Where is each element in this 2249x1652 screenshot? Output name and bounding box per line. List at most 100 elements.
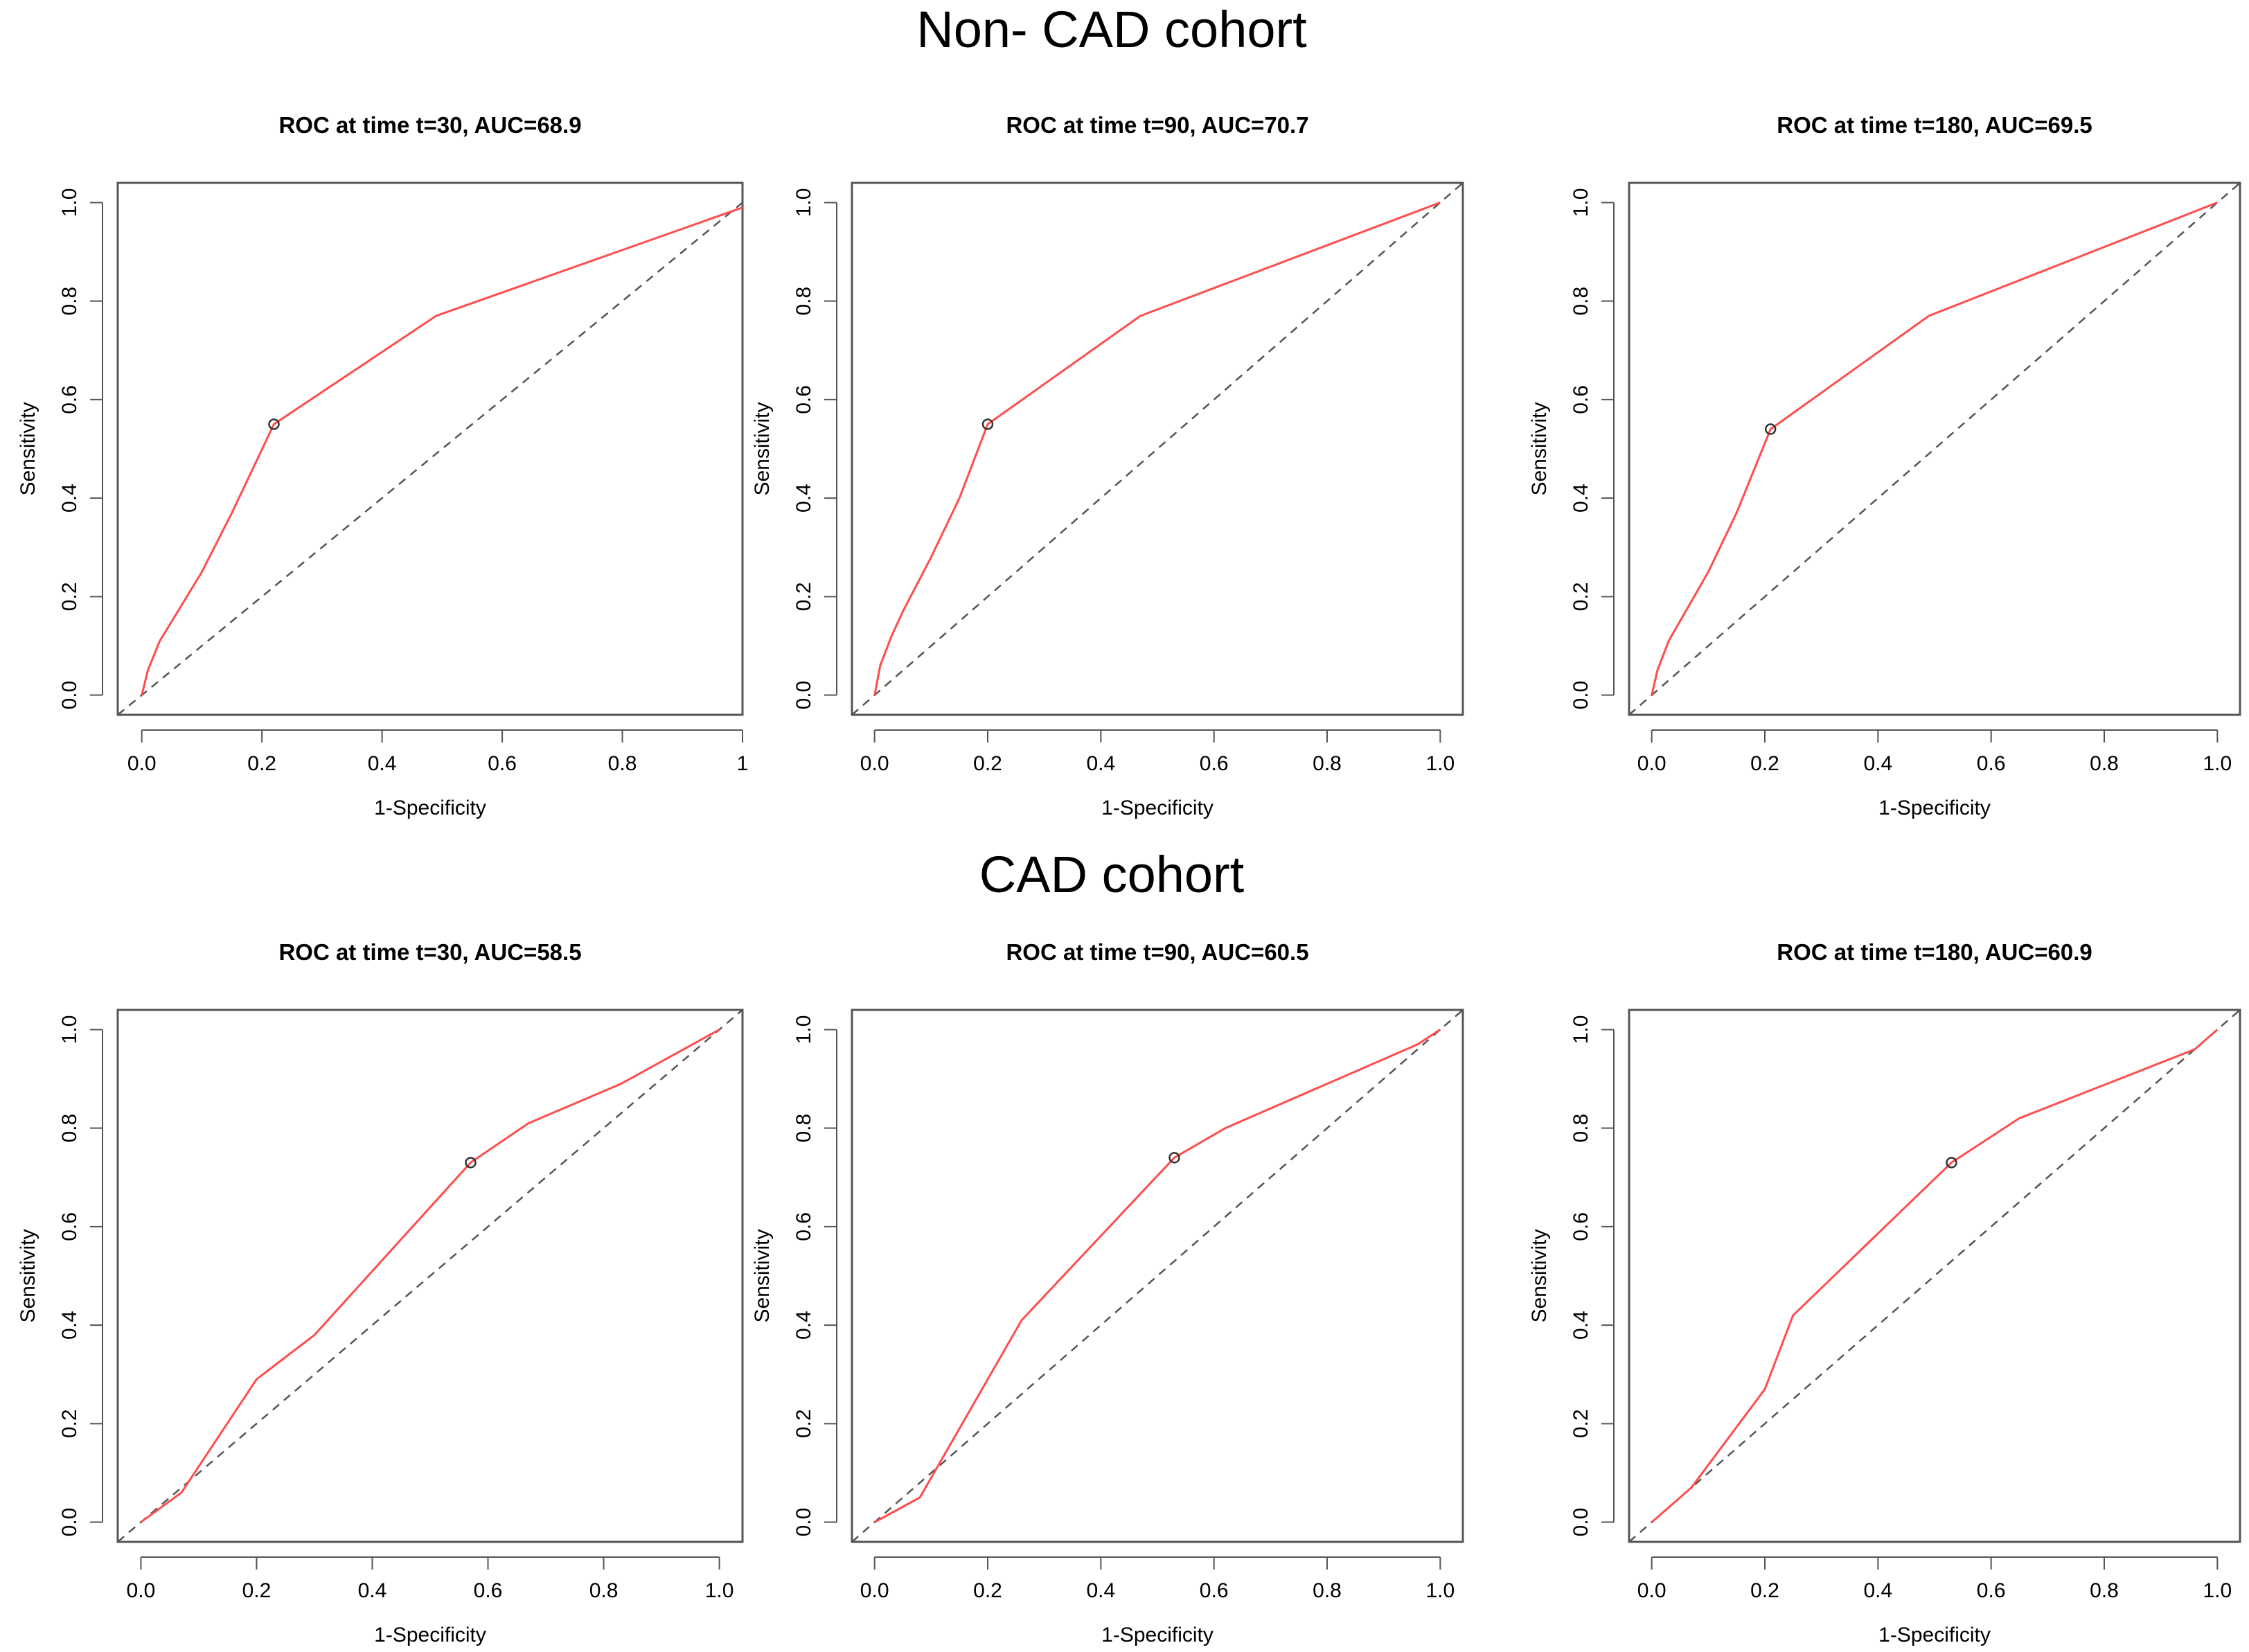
chart-3-x-tick-label-5: 1.0 [705, 1579, 734, 1602]
chart-1-y-tick-label-3: 0.6 [792, 385, 815, 414]
chart-3-roc-curve-0 [140, 1029, 720, 1523]
chart-5-reference-diagonal [1629, 1010, 2240, 1542]
chart-2-roc-curve-0 [1651, 202, 2218, 695]
chart-1-x-tick-label-0: 0.0 [860, 752, 889, 775]
chart-5-y-tick-label-5: 1.0 [1570, 1015, 1592, 1045]
chart-4-x-label: 1-Specificity [1101, 1624, 1214, 1646]
chart-4-y-tick-label-2: 0.4 [792, 1311, 815, 1340]
chart-1-title: ROC at time t=90, AUC=70.7 [1006, 112, 1308, 138]
chart-4-plot-frame [851, 1009, 1464, 1543]
chart-1-x-label: 1-Specificity [1101, 797, 1214, 819]
chart-0-y-tick-label-1: 0.2 [58, 582, 81, 611]
chart-4-x-tick-label-3: 0.6 [1200, 1579, 1229, 1602]
chart-0-x-tick-label-4: 0.8 [608, 752, 637, 775]
chart-5-cutoff-marker [1946, 1157, 1957, 1169]
chart-5-x-tick-label-4: 0.8 [2090, 1579, 2119, 1602]
chart-3-panel: ROC at time t=30, AUC=58.5 0.0 0.2 0.4 0.6 0.… [17, 939, 744, 1646]
chart-0-reference-diagonal [118, 202, 743, 715]
chart-1-y-tick-label-2: 0.4 [792, 483, 815, 513]
chart-5-x-tick-label-5: 1.0 [2203, 1579, 2232, 1602]
chart-5-roc-curve-0 [1651, 1029, 2219, 1523]
roc-panels: ROC at time t=30, AUC=68.9 0.0 0.2 0.4 0.6 0.… [17, 112, 2241, 1646]
chart-4-y-tick-label-5: 1.0 [792, 1015, 815, 1045]
chart-2-y-tick-label-5: 1.0 [1570, 188, 1592, 217]
chart-5-x-label: 1-Specificity [1878, 1624, 1991, 1646]
chart-3-x-tick-label-4: 0.8 [589, 1579, 619, 1602]
chart-4-x-tick-label-0: 0.0 [860, 1579, 889, 1602]
chart-0-roc-curve-0 [141, 206, 743, 695]
chart-4-title: ROC at time t=90, AUC=60.5 [1006, 939, 1308, 965]
chart-5-x-tick-label-3: 0.6 [1977, 1579, 2006, 1602]
chart-2-x-tick-label-0: 0.0 [1637, 752, 1666, 775]
chart-0-cutoff-marker [268, 418, 280, 430]
row-title-cad: CAD cohort [979, 846, 1245, 903]
chart-1-x-tick-label-1: 0.2 [973, 752, 1002, 775]
chart-1-cutoff-marker [981, 418, 994, 430]
chart-0-x-label: 1-Specificity [374, 797, 486, 819]
chart-3-y-tick-label-2: 0.4 [58, 1311, 81, 1340]
chart-1-roc-curve-0 [873, 201, 1441, 695]
chart-0-panel: ROC at time t=30, AUC=68.9 0.0 0.2 0.4 0.6 0.… [17, 112, 748, 819]
chart-5-y-tick-label-3: 0.6 [1570, 1212, 1592, 1241]
chart-1-x-tick-label-4: 0.8 [1313, 752, 1342, 775]
chart-0-y-tick-label-0: 0.0 [58, 681, 81, 710]
chart-2-cutoff-marker [1764, 423, 1777, 435]
chart-4-panel: ROC at time t=90, AUC=60.5 0.0 0.2 0.4 0.6 0.… [751, 939, 1464, 1646]
chart-1-y-label: Sensitivity [751, 402, 774, 495]
chart-5-title: ROC at time t=180, AUC=60.9 [1777, 939, 2092, 965]
chart-0-x-tick-label-2: 0.4 [368, 752, 397, 775]
chart-1-reference-diagonal [852, 183, 1463, 715]
chart-0-x-tick-label-5: 1 [737, 752, 749, 775]
chart-3-y-tick-label-5: 1.0 [58, 1015, 81, 1045]
chart-1-y-tick-label-1: 0.2 [792, 582, 815, 611]
chart-3-plot-frame [116, 1009, 744, 1543]
chart-5-y-tick-label-4: 0.8 [1570, 1114, 1592, 1143]
chart-3-x-tick-label-0: 0.0 [127, 1579, 156, 1602]
chart-0-y-tick-label-4: 0.8 [58, 287, 81, 316]
chart-4-x-tick-label-5: 1.0 [1425, 1579, 1455, 1602]
chart-5-x-tick-label-2: 0.4 [1863, 1579, 1892, 1602]
chart-3-x-tick-label-2: 0.4 [358, 1579, 387, 1602]
chart-3-title: ROC at time t=30, AUC=58.5 [278, 939, 581, 965]
chart-2-y-tick-label-3: 0.6 [1570, 385, 1592, 414]
chart-2-y-tick-label-1: 0.2 [1570, 582, 1592, 611]
chart-2-reference-diagonal [1629, 183, 2240, 715]
chart-2-x-tick-label-3: 0.6 [1977, 752, 2006, 775]
chart-0-y-tick-label-2: 0.4 [58, 483, 81, 513]
chart-3-y-tick-label-0: 0.0 [58, 1508, 81, 1537]
chart-5-x-tick-label-1: 0.2 [1750, 1579, 1779, 1602]
chart-4-x-tick-label-4: 0.8 [1313, 1579, 1342, 1602]
chart-5-plot-frame [1628, 1009, 2241, 1543]
chart-2-y-tick-label-0: 0.0 [1570, 681, 1592, 710]
chart-0-x-tick-label-3: 0.6 [488, 752, 517, 775]
chart-3-x-tick-label-1: 0.2 [242, 1579, 272, 1602]
chart-0-y-tick-label-5: 1.0 [58, 188, 81, 217]
chart-4-x-tick-label-1: 0.2 [973, 1579, 1002, 1602]
chart-4-roc-curve-0 [873, 1029, 1441, 1523]
chart-0-y-tick-label-3: 0.6 [58, 385, 81, 414]
chart-5-x-tick-label-0: 0.0 [1637, 1579, 1666, 1602]
chart-4-y-label: Sensitivity [751, 1229, 774, 1322]
chart-2-x-tick-label-1: 0.2 [1750, 752, 1779, 775]
chart-2-x-tick-label-4: 0.8 [2090, 752, 2119, 775]
chart-1-x-tick-label-3: 0.6 [1200, 752, 1229, 775]
chart-3-cutoff-marker [465, 1157, 477, 1169]
chart-3-reference-diagonal [118, 1010, 743, 1542]
chart-2-x-tick-label-5: 1.0 [2203, 752, 2232, 775]
chart-0-title: ROC at time t=30, AUC=68.9 [278, 112, 581, 138]
chart-3-y-tick-label-1: 0.2 [58, 1409, 81, 1438]
chart-2-x-tick-label-2: 0.4 [1863, 752, 1892, 775]
chart-5-y-tick-label-1: 0.2 [1570, 1409, 1592, 1438]
chart-4-y-tick-label-0: 0.0 [792, 1508, 815, 1537]
chart-4-y-tick-label-4: 0.8 [792, 1114, 815, 1143]
chart-2-panel: ROC at time t=180, AUC=69.5 0.0 0.2 0.4 0.6 0… [1528, 112, 2241, 819]
chart-1-x-tick-label-5: 1.0 [1425, 752, 1455, 775]
chart-3-x-tick-label-3: 0.6 [474, 1579, 503, 1602]
chart-2-title: ROC at time t=180, AUC=69.5 [1777, 112, 2092, 138]
chart-3-y-label: Sensitivity [17, 1229, 39, 1322]
chart-1-y-tick-label-4: 0.8 [792, 287, 815, 316]
chart-4-reference-diagonal [852, 1010, 1463, 1542]
chart-4-y-tick-label-1: 0.2 [792, 1409, 815, 1438]
chart-4-x-tick-label-2: 0.4 [1086, 1579, 1115, 1602]
